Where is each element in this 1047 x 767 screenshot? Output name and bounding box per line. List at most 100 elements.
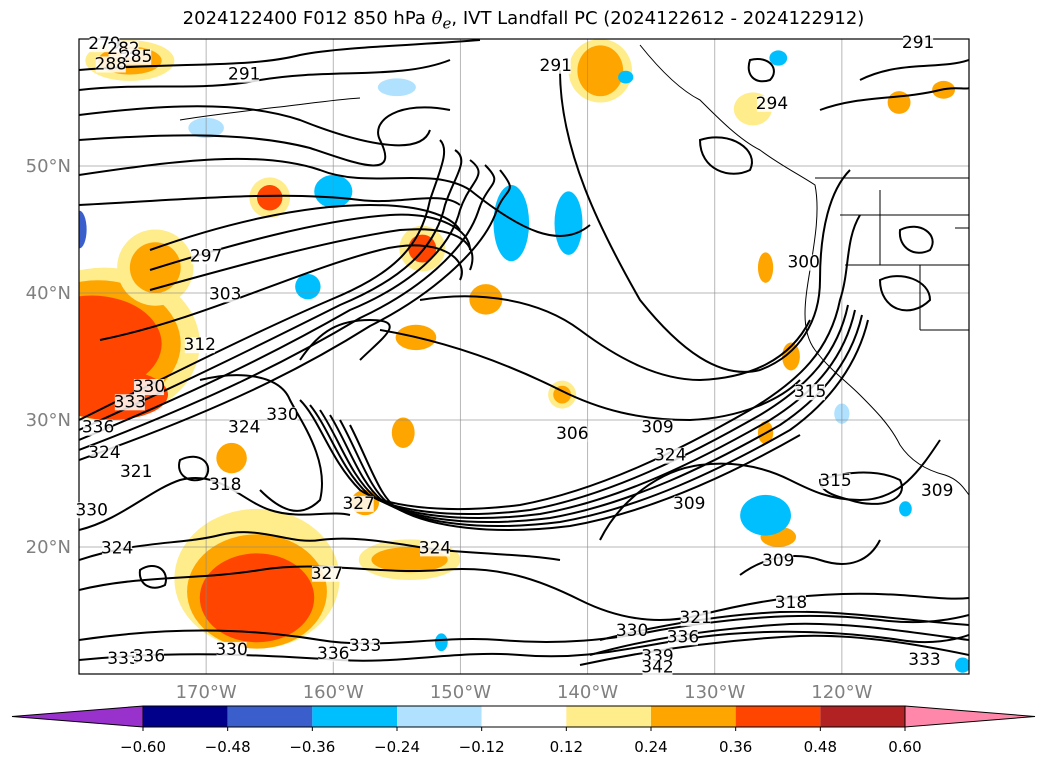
contour-label: 324 — [228, 418, 260, 438]
colorbar-bin — [566, 706, 651, 727]
contour-label-bg — [680, 610, 711, 627]
contour-label: 315 — [819, 471, 851, 491]
contour-label: 297 — [190, 246, 222, 266]
contour-line — [199, 374, 323, 512]
shaded-region — [899, 501, 912, 517]
contour-label: 285 — [120, 47, 152, 67]
contour-line — [79, 39, 481, 71]
contour-line — [79, 169, 511, 461]
contour-label-bg — [922, 483, 953, 500]
contour-label-bg — [76, 502, 107, 519]
shaded-region — [553, 385, 572, 404]
shaded-region — [493, 185, 530, 262]
shaded-region — [295, 273, 321, 300]
colorbar-bin — [651, 706, 736, 727]
theta-subscript: e — [442, 14, 452, 33]
contour-label: 324 — [654, 446, 686, 466]
shaded-region — [955, 657, 969, 673]
contour-label-bg — [318, 645, 349, 662]
contour-line — [589, 622, 969, 656]
contour-label-bg — [216, 641, 247, 658]
contour-line — [819, 87, 969, 111]
colorbar-bin — [820, 706, 905, 727]
contour-label-bg — [763, 553, 794, 570]
contour-line — [698, 136, 753, 175]
contour-line — [299, 214, 861, 510]
contour-label: 294 — [756, 94, 788, 114]
contour-label: 291 — [540, 56, 572, 76]
shaded-region — [257, 185, 283, 211]
contour-label: 309 — [673, 494, 705, 514]
contour-line — [99, 244, 463, 341]
colorbar-tick-label: −0.12 — [459, 738, 505, 756]
shaded-region — [757, 252, 774, 283]
x-tick-label: 140°W — [557, 682, 618, 703]
contour-label: 324 — [101, 538, 133, 558]
contour-line — [79, 106, 451, 167]
shaded-region — [79, 210, 87, 249]
contour-label: 336 — [667, 627, 699, 647]
contour-labels: 2792822852882912912912942973003033123303… — [75, 33, 953, 678]
contour-label-bg — [210, 286, 241, 303]
x-tick-label: 150°W — [430, 682, 491, 703]
contour-label-bg — [311, 565, 342, 582]
contour-line — [149, 203, 461, 251]
x-tick-label: 130°W — [684, 682, 745, 703]
contour-label: 321 — [120, 462, 152, 482]
contour-line — [79, 565, 969, 621]
contour-label-bg — [191, 248, 222, 265]
contour-label: 330 — [616, 621, 648, 641]
x-axis-ticks: 170°W 160°W 150°W 140°W 130°W 120°W — [176, 682, 873, 703]
contour-line — [79, 139, 446, 421]
shaded-field — [79, 39, 969, 673]
contour-label-bg — [350, 638, 381, 655]
shaded-region — [577, 45, 624, 97]
colorbar-bin — [227, 706, 313, 727]
theta-e-contours — [79, 39, 969, 666]
contour-label-bg — [133, 379, 164, 396]
x-tick-label: 160°W — [303, 682, 364, 703]
contour-line — [747, 58, 775, 83]
contour-label: 327 — [311, 564, 343, 584]
colorbar-tick-label: 0.60 — [888, 738, 921, 756]
contour-label: 333 — [908, 650, 940, 670]
contour-label-bg — [184, 337, 215, 354]
contour-label: 336 — [317, 644, 349, 664]
contour-line — [878, 275, 932, 312]
contour-line — [859, 59, 969, 81]
contour-label-bg — [909, 652, 940, 669]
contour-label: 330 — [215, 640, 247, 660]
contour-label: 321 — [679, 608, 711, 628]
contour-label: 291 — [902, 33, 934, 53]
contour-label-bg — [617, 622, 648, 639]
contour-line — [349, 424, 801, 531]
y-tick-label: 40°N — [26, 283, 71, 304]
contour-line — [79, 164, 496, 451]
contour-line — [299, 318, 391, 361]
colorbar-bin — [312, 706, 397, 727]
contour-label-bg — [674, 495, 705, 512]
contour-label: 342 — [641, 658, 673, 678]
shaded-region — [554, 191, 583, 255]
colorbar-tick-label: −0.36 — [289, 738, 335, 756]
shaded-region — [469, 284, 503, 315]
title-prefix: 2024122400 F012 850 hPa — [182, 8, 432, 29]
contour-label: 336 — [133, 646, 165, 666]
y-axis-ticks: 50°N 40°N 30°N 20°N — [26, 156, 71, 558]
chart-title: 2024122400 F012 850 hPa θe, IVT Landfall… — [0, 8, 1047, 33]
colorbar-bin — [143, 706, 228, 727]
contour-label-bg — [114, 394, 145, 411]
colorbar-bin — [481, 706, 567, 727]
contour-label-bg — [83, 419, 114, 436]
contour-label-bg — [133, 648, 164, 665]
contour-label: 324 — [88, 443, 120, 463]
contour-label: 333 — [107, 649, 139, 669]
contour-label-bg — [89, 445, 120, 462]
colorbar-tick-label: −0.60 — [120, 738, 166, 756]
contour-label: 309 — [921, 481, 953, 501]
contour-label: 318 — [209, 475, 241, 495]
contour-label-bg — [343, 495, 374, 512]
colorbar-bin — [735, 706, 821, 727]
colorbar-bin — [397, 706, 482, 727]
